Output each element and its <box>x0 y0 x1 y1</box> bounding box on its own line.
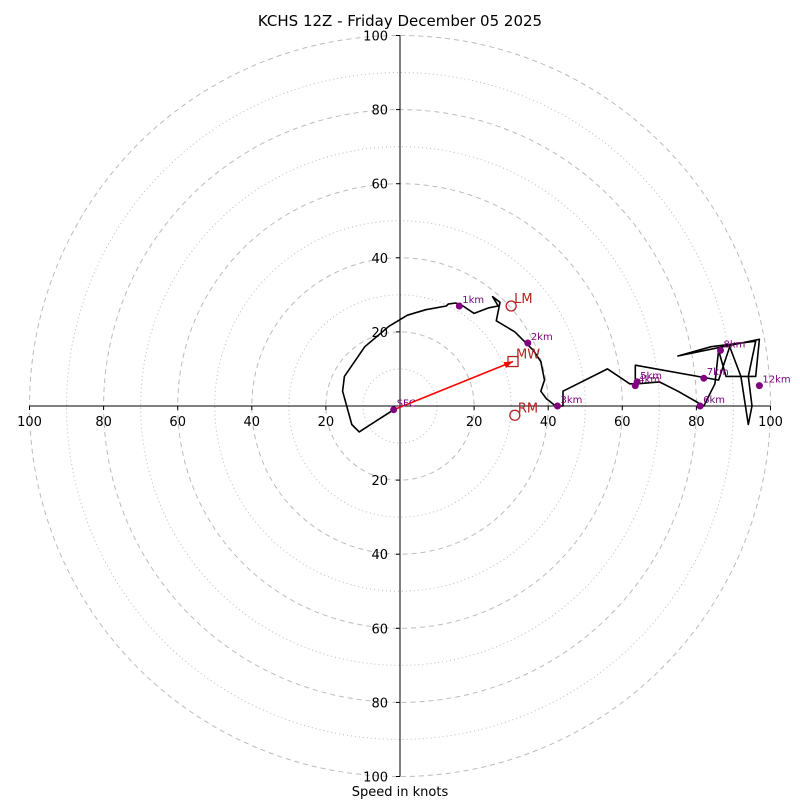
x-tick-label-1: 80 <box>95 415 112 430</box>
chart-title: KCHS 12Z - Friday December 05 2025 <box>258 12 542 30</box>
height-marker-dot-8 <box>716 346 724 354</box>
hodograph-line <box>341 295 761 433</box>
hodograph-trace <box>341 295 761 433</box>
height-marker-label-6: 6km <box>703 395 725 406</box>
y-tick-label-3: 40 <box>371 252 388 267</box>
height-marker-label-9: 12km <box>762 375 790 386</box>
x-tick-label-7: 60 <box>614 415 631 430</box>
height-marker-label-0: SFC <box>397 399 416 410</box>
right-mover-label: RM <box>518 401 538 416</box>
height-marker-dot-3 <box>553 402 561 410</box>
height-marker-dot-2 <box>524 339 532 347</box>
right-mover-marker <box>509 409 521 421</box>
y-tick-label-1: 80 <box>371 104 388 119</box>
y-tick-label-5: 20 <box>371 474 388 489</box>
x-tick-label-9: 100 <box>758 415 783 430</box>
axes <box>29 35 771 777</box>
mean-wind-marker <box>507 355 519 368</box>
mean-wind-line <box>393 360 514 411</box>
x-tick-label-6: 40 <box>540 415 557 430</box>
height-marker-dot-0 <box>390 406 398 414</box>
height-marker-label-1: 1km <box>462 295 484 306</box>
height-marker-dot-1 <box>455 302 463 310</box>
height-marker-label-2: 2km <box>531 332 553 343</box>
x-tick-label-3: 40 <box>244 415 261 430</box>
height-marker-label-7: 7km <box>707 367 729 378</box>
y-tick-label-6: 40 <box>371 548 388 563</box>
y-tick-label-0: 100 <box>363 30 388 45</box>
height-marker-label-8: 8km <box>723 339 745 350</box>
height-marker-label-5: 4km <box>638 375 660 386</box>
x-tick-label-0: 100 <box>17 415 42 430</box>
height-marker-dot-9 <box>755 382 763 390</box>
left-mover-marker <box>505 300 517 312</box>
height-marker-dot-7 <box>700 374 708 382</box>
y-tick-label-2: 60 <box>371 178 388 193</box>
y-tick-label-7: 60 <box>371 622 388 637</box>
x-axis-label: Speed in knots <box>352 785 449 800</box>
height-marker-label-3: 3km <box>560 395 582 406</box>
height-marker-label-4: 5km <box>640 371 662 382</box>
mean-wind-label: MW <box>516 348 540 363</box>
height-marker-dot-6 <box>696 402 704 410</box>
x-tick-label-5: 20 <box>466 415 483 430</box>
x-tick-label-8: 80 <box>688 415 705 430</box>
storm-motion-markers: LM MW RM <box>505 292 540 421</box>
x-tick-label-2: 60 <box>169 415 186 430</box>
left-mover-label: LM <box>514 292 532 307</box>
y-tick-label-8: 80 <box>371 696 388 711</box>
x-tick-label-4: 20 <box>318 415 335 430</box>
height-marker-dot-5 <box>631 382 639 390</box>
y-tick-label-9: 100 <box>363 771 388 786</box>
